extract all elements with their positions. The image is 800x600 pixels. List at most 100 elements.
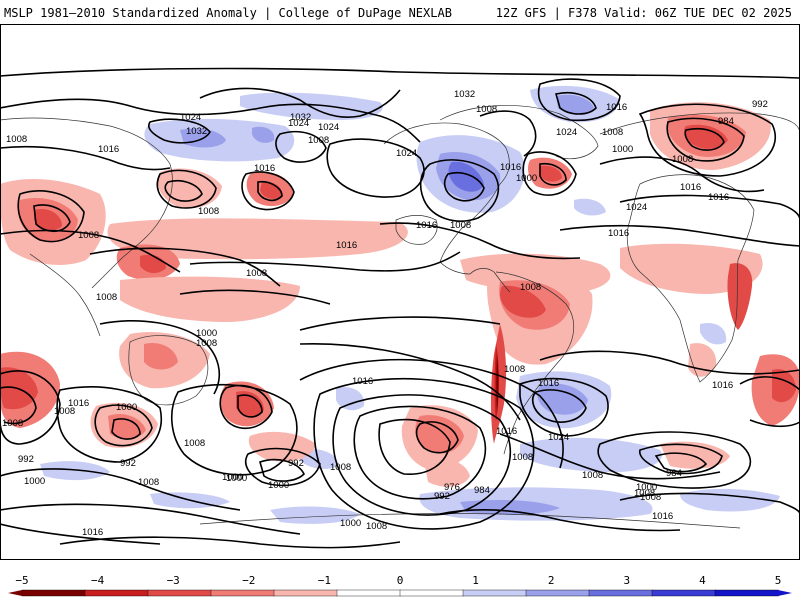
isobar-label: 1000	[226, 473, 247, 484]
isobar-label: 1008	[96, 292, 117, 303]
isobar-label: 992	[120, 458, 136, 469]
colorbar-tick-label: −3	[167, 574, 180, 587]
isobar-label: 1000	[196, 328, 217, 339]
isobar-label: 1016	[416, 220, 437, 231]
header-bar: MSLP 1981–2010 Standardized Anomaly | Co…	[0, 0, 800, 24]
map-title: MSLP 1981–2010 Standardized Anomaly | Co…	[4, 6, 452, 20]
isobar-label: 1000	[116, 402, 137, 413]
colorbar-tick-label: −1	[318, 574, 331, 587]
isobar-label: 1008	[582, 470, 603, 481]
colorbar-tick-label: 4	[699, 574, 706, 587]
isobar-label: 1008	[504, 364, 525, 375]
isobar-label: 1032	[186, 126, 207, 137]
isobar-label: 1008	[308, 135, 329, 146]
isobar-label: 1024	[396, 148, 417, 159]
isobar-label: 1008	[512, 452, 533, 463]
colorbar-swatch	[336, 589, 401, 597]
isobar-label: 1008	[78, 230, 99, 241]
isobar-label: 1024	[180, 112, 201, 123]
isobar-label: 1000	[636, 482, 657, 493]
model-run-info: 12Z GFS | F378 Valid: 06Z TUE DEC 02 202…	[495, 6, 792, 20]
colorbar-tick-label: 2	[548, 574, 555, 587]
contour-labels: 992 1024 1032 1008 1016 1024 1024 1032 1…	[2, 89, 768, 538]
colorbar-swatch	[525, 589, 590, 597]
isobar-label: 1000	[516, 173, 537, 184]
anomaly-colorbar: −5 −4 −3 −2 −1 0 1 2 3 4 5	[8, 574, 792, 597]
isobar-label: 1016	[608, 228, 629, 239]
isobar-label: 1008	[602, 127, 623, 138]
colorbar-swatch	[651, 589, 716, 597]
isobar-label: 1008	[196, 338, 217, 349]
isobar-label: 992	[752, 99, 768, 110]
colorbar-swatch	[84, 589, 149, 597]
isobar-label: 1008	[246, 268, 267, 279]
colorbar-tick-label: −5	[15, 574, 28, 587]
mslp-anomaly-map[interactable]: 992 1024 1032 1008 1016 1024 1024 1032 1…	[0, 24, 800, 559]
isobar-label: 1016	[712, 380, 733, 391]
colorbar-tick-label: 3	[623, 574, 630, 587]
isobar-label: 992	[434, 491, 450, 502]
isobar-label: 1024	[556, 127, 577, 138]
isobar-label: 1000	[340, 518, 361, 529]
colorbar-tick-label: 1	[472, 574, 479, 587]
isobar-label: 1008	[184, 438, 205, 449]
isobar-label: 1016	[98, 144, 119, 155]
colorbar-swatches	[8, 589, 792, 597]
isobar-label: 1008	[634, 488, 655, 499]
colorbar-swatch	[588, 589, 653, 597]
isobars	[0, 67, 800, 549]
isobar-label: 984	[718, 116, 734, 127]
isobar-label: 1024	[548, 432, 569, 443]
colorbar-swatch	[21, 589, 86, 597]
colorbar-tick-label: 0	[397, 574, 404, 587]
isobar-label: 1008	[640, 492, 661, 503]
colorbar-max-arrow	[778, 590, 792, 596]
coastlines	[0, 105, 800, 529]
colorbar-tick-label: 5	[775, 574, 782, 587]
colorbar-swatch	[462, 589, 527, 597]
isobar-label: 976	[444, 482, 460, 493]
isobar-label: 1000	[222, 472, 243, 483]
isobar-label: 1016	[82, 527, 103, 538]
isobar-label: 1016	[352, 376, 373, 387]
isobar-label: 1032	[454, 89, 475, 100]
colorbar-swatch	[210, 589, 275, 597]
isobar-label: 1000	[24, 476, 45, 487]
isobar-label: 1008	[138, 477, 159, 488]
isobar-label: 992	[18, 454, 34, 465]
isobar-label: 1016	[538, 378, 559, 389]
isobar-label: 1024	[288, 118, 309, 129]
isobar-label: 1024	[626, 202, 647, 213]
isobar-label: 1008	[54, 406, 75, 417]
isobar-label: 1016	[652, 511, 673, 522]
isobar-label: 1032	[290, 112, 311, 123]
isobar-label: 1024	[318, 122, 339, 133]
isobar-label: 1000	[612, 144, 633, 155]
isobar-label: 1016	[336, 240, 357, 251]
colorbar-swatch	[273, 589, 338, 597]
isobar-label: 992	[288, 458, 304, 469]
isobar-label: 1008	[6, 134, 27, 145]
isobar-label: 1016	[254, 163, 275, 174]
colorbar-swatch	[399, 589, 464, 597]
isobar-label: 1008	[476, 104, 497, 115]
isobar-label: 1016	[606, 102, 627, 113]
isobar-label: 1008	[672, 154, 693, 165]
colorbar-swatch	[147, 589, 212, 597]
isobar-label: 984	[474, 485, 490, 496]
colorbar-tick-labels: −5 −4 −3 −2 −1 0 1 2 3 4 5	[15, 574, 781, 587]
colorbar-tick-label: −4	[91, 574, 105, 587]
isobar-label: 1016	[496, 426, 517, 437]
colorbar-tick-label: −2	[242, 574, 255, 587]
isobar-label: 1016	[500, 162, 521, 173]
isobar-label: 1008	[520, 282, 541, 293]
isobar-label: 1008	[198, 206, 219, 217]
isobar-label: 1016	[680, 182, 701, 193]
isobar-label: 984	[666, 468, 682, 479]
isobar-label: 1008	[366, 521, 387, 532]
colorbar-min-arrow	[8, 590, 22, 596]
isobar-label: 1016	[708, 192, 729, 203]
isobar-label: 1000	[268, 480, 289, 491]
isobar-label: 1008	[450, 220, 471, 231]
isobar-label: 1008	[330, 462, 351, 473]
